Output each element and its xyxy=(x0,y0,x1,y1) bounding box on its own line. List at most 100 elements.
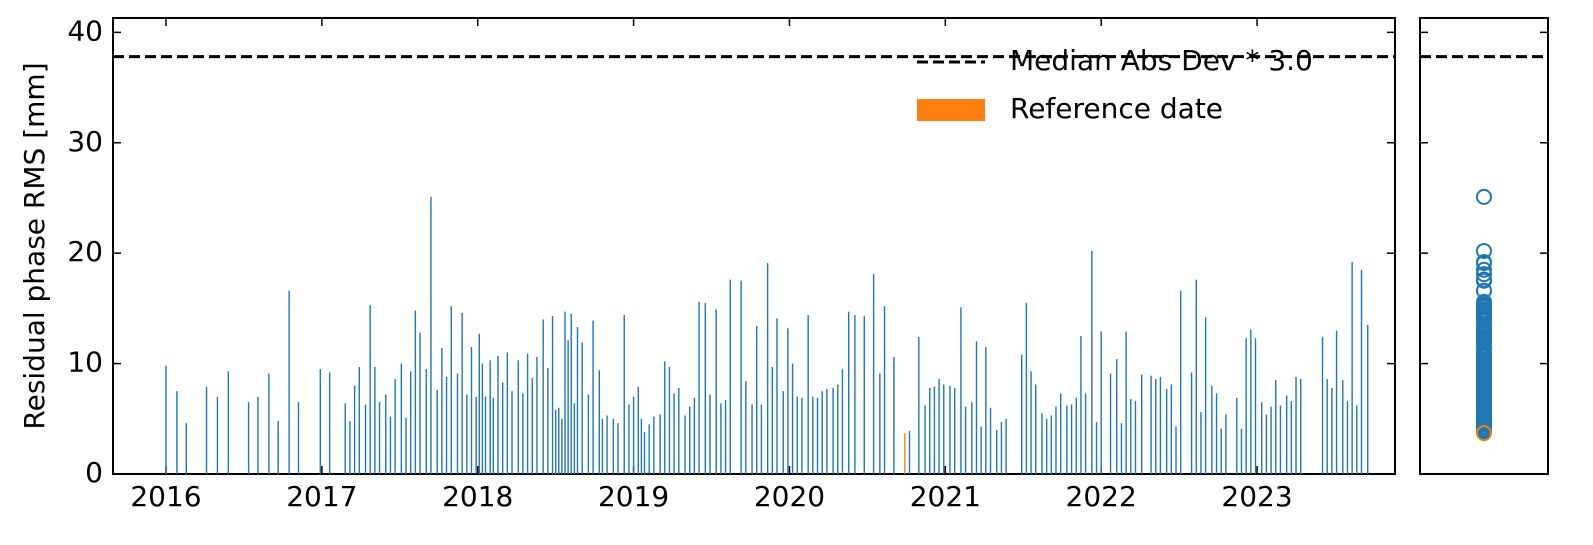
side-point xyxy=(1476,271,1492,288)
legend-label: Reference date xyxy=(1010,92,1223,125)
bar xyxy=(791,363,794,474)
bar xyxy=(506,352,509,474)
bar xyxy=(807,315,809,474)
bar xyxy=(1050,415,1053,474)
bar xyxy=(704,302,706,474)
bar xyxy=(587,394,590,474)
bar xyxy=(918,337,920,474)
bar xyxy=(1346,401,1349,474)
bar xyxy=(678,387,680,474)
y-tick-label: 10 xyxy=(67,346,103,379)
bar xyxy=(668,366,671,474)
bar xyxy=(185,423,187,474)
bar xyxy=(1109,373,1112,474)
bar xyxy=(576,327,579,474)
bar xyxy=(1155,379,1157,474)
bar xyxy=(1285,395,1288,474)
bar xyxy=(1240,428,1243,474)
bar xyxy=(760,404,763,474)
bar xyxy=(1331,387,1333,474)
bar xyxy=(1045,418,1048,474)
bar xyxy=(1125,331,1127,474)
bar xyxy=(378,402,381,474)
bar xyxy=(1326,379,1328,474)
bar xyxy=(570,313,572,474)
bar xyxy=(405,417,407,474)
bar xyxy=(985,347,987,474)
bar xyxy=(288,290,290,474)
bar xyxy=(975,341,978,474)
bar xyxy=(501,382,504,474)
bar xyxy=(466,394,468,474)
bar xyxy=(389,416,392,474)
bar xyxy=(374,366,376,474)
bar xyxy=(740,280,742,474)
bar xyxy=(1321,337,1324,474)
bar xyxy=(782,391,784,474)
bar xyxy=(1351,262,1353,474)
bar xyxy=(581,342,583,474)
bar xyxy=(854,315,856,474)
bar xyxy=(1175,426,1177,474)
bar xyxy=(1290,401,1293,474)
bar xyxy=(1041,413,1043,474)
bar xyxy=(1091,250,1093,474)
bar xyxy=(394,379,396,474)
main-axes xyxy=(112,17,1396,475)
bar xyxy=(1342,380,1344,474)
bar xyxy=(715,309,717,474)
bar xyxy=(205,386,208,474)
bar xyxy=(953,387,956,474)
bar xyxy=(369,305,371,474)
bar xyxy=(1021,354,1023,474)
bar xyxy=(1360,269,1363,474)
bar xyxy=(1279,405,1282,474)
bar xyxy=(617,423,619,474)
bar xyxy=(277,421,279,474)
bar xyxy=(996,429,998,474)
bar xyxy=(216,396,219,474)
bar xyxy=(673,393,675,474)
bar xyxy=(1211,385,1213,474)
bar xyxy=(929,387,931,474)
reference-point xyxy=(1476,425,1492,442)
bar xyxy=(481,363,484,474)
bar xyxy=(883,306,886,474)
bar xyxy=(1170,384,1173,474)
bar xyxy=(720,403,722,474)
side-point xyxy=(1476,322,1492,339)
bar xyxy=(1250,329,1252,474)
x-tick-label: 2021 xyxy=(910,480,981,513)
bar xyxy=(659,414,661,474)
bar xyxy=(328,372,331,474)
bar xyxy=(628,404,630,474)
bar xyxy=(841,369,844,474)
x-tick-label: 2020 xyxy=(754,480,825,513)
bar xyxy=(456,373,459,474)
bar xyxy=(1084,393,1087,474)
side-point xyxy=(1476,316,1492,333)
bar xyxy=(989,407,992,474)
bar xyxy=(1254,338,1257,474)
x-tick-label: 2016 xyxy=(130,480,201,513)
bar xyxy=(558,407,560,474)
bar xyxy=(776,318,778,474)
side-point xyxy=(1476,339,1492,356)
bar xyxy=(567,340,569,474)
bar xyxy=(623,315,625,474)
legend-swatch xyxy=(917,99,985,121)
side-point xyxy=(1476,188,1492,205)
bar xyxy=(693,397,696,474)
bar xyxy=(787,328,789,474)
bar xyxy=(554,409,557,474)
side-point xyxy=(1476,299,1492,316)
bar xyxy=(542,319,544,474)
bar xyxy=(729,279,731,474)
bar xyxy=(536,356,538,474)
bar xyxy=(1265,414,1268,474)
y-axis-label: Residual phase RMS [mm] xyxy=(18,62,51,429)
bar xyxy=(698,301,700,474)
bar xyxy=(653,416,655,474)
bar xyxy=(601,418,604,474)
